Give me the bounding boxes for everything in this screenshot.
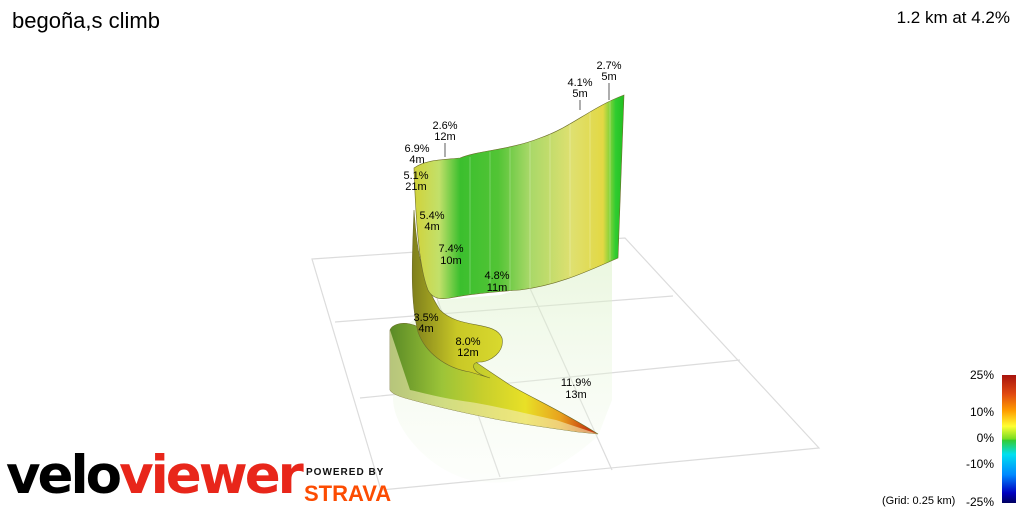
climb-summary: 1.2 km at 4.2% [896, 8, 1010, 27]
segment-label: 2.7% 5m [596, 60, 621, 83]
segment-gradient: 2.7% [596, 60, 621, 72]
segment-gradient: 2.6% [432, 120, 457, 132]
legend-label: 10% [969, 405, 994, 419]
gradient-color-legend [1002, 375, 1016, 503]
segment-gradient: 7.4% [438, 243, 463, 255]
segment-label: 2.6% 12m [432, 120, 457, 143]
veloviewer-logo: veloviewer [6, 449, 304, 502]
segment-gain: 12m [434, 131, 455, 143]
segment-gain: 21m [405, 181, 426, 193]
segment-label: 4.1% 5m [567, 77, 592, 100]
segment-gradient: 8.0% [455, 336, 480, 348]
segment-gradient: 4.8% [484, 270, 509, 282]
climb-title: begoña,s climb [12, 8, 160, 33]
segment-gain: 13m [565, 389, 586, 401]
segment-gain: 5m [572, 88, 587, 100]
segment-label: 11.9% 13m [561, 377, 592, 401]
segment-gain: 10m [440, 255, 461, 267]
segment-gradient: 11.9% [561, 377, 592, 389]
segment-label: 5.1% 21m [403, 170, 428, 193]
segment-gradient: 5.4% [419, 210, 444, 222]
segment-gradient: 6.9% [404, 143, 429, 155]
segment-label: 4.8% 11m [484, 270, 509, 294]
grid-note: (Grid: 0.25 km) [882, 495, 956, 507]
powered-by-text: POWERED BY [306, 467, 385, 478]
segment-gradient: 4.1% [567, 77, 592, 89]
segment-label: 7.4% 10m [438, 243, 463, 267]
segment-gradient: 5.1% [403, 170, 428, 182]
segment-gain: 12m [457, 347, 478, 359]
legend-label: 0% [976, 431, 994, 445]
logo-viewer: viewer [119, 445, 304, 506]
logo-velo: velo [6, 445, 122, 506]
segment-label: 3.5% 4m [413, 312, 438, 335]
segment-label: 6.9% 4m [404, 143, 429, 166]
segment-gain: 4m [418, 323, 433, 335]
legend-label: -25% [965, 495, 994, 509]
legend-label: 25% [969, 368, 994, 382]
segment-gain: 5m [601, 71, 616, 83]
label-leaders [444, 83, 610, 157]
segment-gain: 11m [487, 282, 508, 294]
strava-logo: STRAVA [304, 481, 392, 506]
segment-label: 8.0% 12m [455, 336, 480, 359]
segment-label: 5.4% 4m [419, 210, 444, 233]
segment-gradient: 3.5% [413, 312, 438, 324]
profile-walls [389, 94, 625, 435]
legend-label: -10% [965, 457, 994, 471]
segment-gain: 4m [409, 154, 424, 166]
segment-gain: 4m [424, 221, 439, 233]
